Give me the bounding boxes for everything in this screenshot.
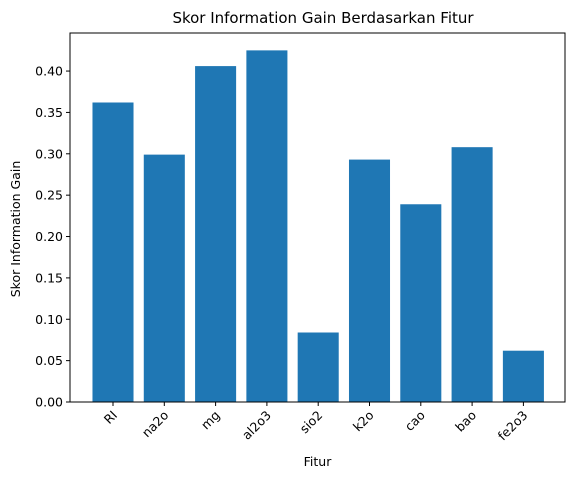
x-tick-label: cao (402, 408, 428, 434)
y-tick-label: 0.15 (35, 270, 63, 285)
x-tick-label: RI (101, 408, 120, 427)
chart-title: Skor Information Gain Berdasarkan Fitur (172, 9, 474, 27)
y-tick-label: 0.30 (35, 146, 63, 161)
y-tick-label: 0.35 (35, 105, 63, 120)
x-tick-label: bao (452, 408, 479, 435)
x-tick-label: fe2o3 (495, 408, 531, 444)
bar-sio2 (297, 332, 339, 402)
x-tick-label: al2o3 (239, 408, 274, 443)
bar-RI (92, 102, 134, 403)
y-tick-label: 0.00 (35, 395, 63, 410)
bar-al2o3 (246, 50, 288, 402)
y-tick-label: 0.40 (35, 64, 63, 79)
y-tick-label: 0.20 (35, 229, 63, 244)
bar-na2o (143, 154, 185, 402)
y-tick-label: 0.25 (35, 188, 63, 203)
x-tick-label: k2o (350, 408, 377, 435)
y-tick-label: 0.10 (35, 312, 63, 327)
x-tick-label: na2o (139, 408, 172, 441)
x-tick-label: mg (198, 408, 223, 433)
bar-k2o (348, 159, 391, 402)
bar-fe2o3 (502, 350, 544, 402)
y-tick-label: 0.05 (35, 353, 63, 368)
x-tick-label: sio2 (297, 408, 326, 437)
bar-cao (400, 204, 442, 402)
bars (92, 50, 544, 403)
bar-bao (451, 147, 493, 402)
plot-frame (69, 32, 566, 403)
bar-mg (195, 66, 237, 402)
x-axis: RI na2o mg al2o3 sio2 k2o cao bao fe2o3 (101, 402, 531, 443)
y-axis: 0.00 0.05 0.10 0.15 0.20 0.25 0.30 0.35 0.40 (35, 64, 70, 410)
y-axis-label: Skor Information Gain (8, 161, 23, 298)
x-axis-label: Fitur (304, 454, 333, 469)
